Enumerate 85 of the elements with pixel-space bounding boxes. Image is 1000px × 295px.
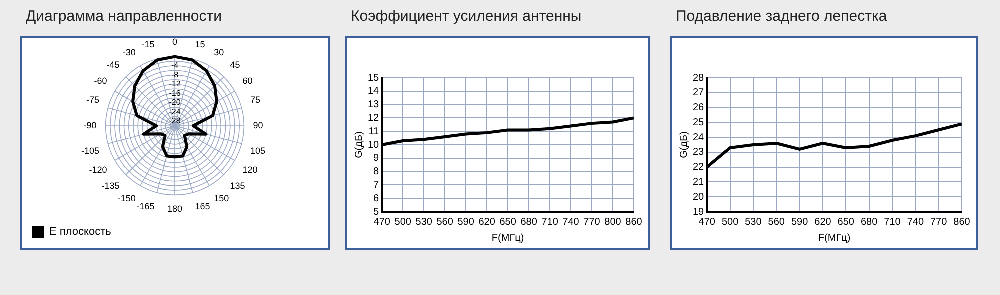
y-axis-title: G(дБ) <box>678 132 690 158</box>
y-tick-label: 7 <box>374 180 380 191</box>
x-tick-label: 590 <box>791 216 809 228</box>
x-tick-label: 500 <box>394 216 412 228</box>
spoke-label: 135 <box>230 181 246 192</box>
y-tick-label: 24 <box>693 132 705 144</box>
spoke-label: 120 <box>242 164 258 175</box>
x-tick-label: 650 <box>838 216 855 228</box>
x-tick-label: 470 <box>698 216 716 228</box>
y-tick-label: 5 <box>374 206 380 218</box>
spoke-label: -45 <box>106 60 120 70</box>
y-tick-label: 13 <box>368 100 380 111</box>
y-tick-label: 14 <box>368 86 380 98</box>
y-tick-label: -4 <box>171 61 180 70</box>
y-tick-label: 20 <box>693 192 705 203</box>
y-tick-label: 11 <box>368 126 380 138</box>
spoke-label: 105 <box>250 146 266 156</box>
y-tick-label: 8 <box>374 166 380 178</box>
legend-label: E плоскость <box>50 226 112 238</box>
x-axis-title: F(МГц) <box>818 232 851 244</box>
spoke-label: 30 <box>214 47 224 58</box>
y-tick-label: 15 <box>368 72 380 84</box>
spoke-label: 60 <box>242 76 253 86</box>
spoke-label: 165 <box>195 201 210 212</box>
x-tick-label: 620 <box>814 216 832 228</box>
chart-title: Диаграмма направленности <box>26 8 223 27</box>
y-tick-label: -24 <box>169 107 182 116</box>
y-tick-label: -20 <box>169 98 182 108</box>
y-tick-label: 26 <box>693 102 705 114</box>
x-tick-label: 530 <box>416 216 433 228</box>
x-tick-label: 770 <box>930 216 948 228</box>
x-tick-label: 680 <box>520 216 538 228</box>
spoke-label: -105 <box>81 146 100 156</box>
y-tick-label: 12 <box>368 112 380 124</box>
x-tick-label: 740 <box>562 216 580 228</box>
x-tick-label: 650 <box>500 216 517 228</box>
y-tick-label: 10 <box>368 140 380 151</box>
x-tick-label: 710 <box>884 216 902 228</box>
spoke-label: -75 <box>86 94 100 105</box>
spoke-label: 150 <box>214 194 230 204</box>
spoke-label: -150 <box>118 194 136 204</box>
y-tick-label: -28 <box>169 116 182 126</box>
y-tick-label: 22 <box>693 162 705 174</box>
y-tick-label: -12 <box>169 80 182 89</box>
y-tick-label: 25 <box>693 117 705 128</box>
x-tick-label: 530 <box>745 216 762 228</box>
y-tick-label: 23 <box>693 147 705 158</box>
x-tick-label: 620 <box>478 216 496 228</box>
x-tick-label: 710 <box>542 216 559 228</box>
spoke-label: -120 <box>89 164 108 175</box>
y-tick-label: 9 <box>374 153 380 164</box>
x-tick-label: 770 <box>584 216 601 228</box>
y-tick-label: 6 <box>374 193 380 204</box>
y-tick-label: 21 <box>693 176 705 188</box>
spoke-label: 0 <box>172 36 178 47</box>
x-tick-label: 860 <box>626 216 643 228</box>
y-tick-label: 27 <box>693 88 705 99</box>
x-tick-label: 500 <box>722 216 740 228</box>
y-axis-title: G(дБ) <box>354 132 365 158</box>
y-tick-label: -16 <box>169 88 182 98</box>
x-tick-label: 800 <box>604 216 622 228</box>
x-tick-label: 590 <box>458 216 475 228</box>
spoke-label: -165 <box>136 201 155 212</box>
x-tick-label: 560 <box>768 216 786 228</box>
y-tick-label: -8 <box>171 70 180 80</box>
x-axis-title: F(МГц) <box>492 232 524 244</box>
x-tick-label: 560 <box>436 216 454 228</box>
spoke-label: -90 <box>84 120 97 130</box>
spoke-label: 180 <box>167 204 183 214</box>
spoke-label: -15 <box>142 40 155 50</box>
x-tick-label: 740 <box>907 216 924 228</box>
y-tick-label: 19 <box>693 206 705 218</box>
spoke-label: -30 <box>122 47 136 58</box>
spoke-label: 15 <box>195 40 206 50</box>
y-tick-label: 28 <box>693 72 705 84</box>
chart-title: Подавление заднего лепестка <box>676 8 888 27</box>
spoke-label: 75 <box>250 94 261 105</box>
spoke-label: -135 <box>102 181 120 192</box>
spoke-label: -60 <box>94 76 108 86</box>
spoke-label: 45 <box>230 60 240 70</box>
x-tick-label: 680 <box>860 216 878 228</box>
x-tick-label: 860 <box>954 216 971 228</box>
x-tick-label: 470 <box>374 216 391 228</box>
chart-title: Коэффициент усиления антенны <box>351 8 583 27</box>
spoke-label: 90 <box>253 120 264 130</box>
